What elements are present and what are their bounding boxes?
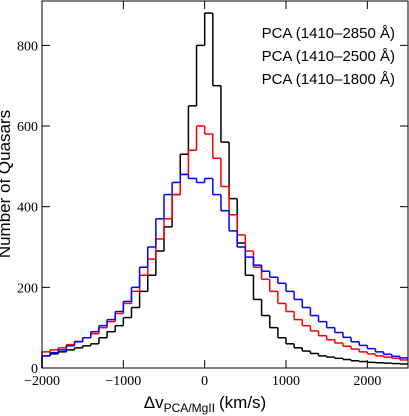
y-axis-label: Number of Quasars (0, 110, 14, 258)
y-tick-label: 800 (17, 39, 38, 54)
x-label-sub: PCA/MgII (164, 401, 215, 415)
plot-frame (41, 0, 409, 369)
x-tick-label: −2000 (24, 374, 60, 389)
legend-entry: PCA (1410–2850 Å) (262, 25, 395, 42)
y-tick-label: 200 (17, 281, 38, 296)
x-tick-label: −1000 (105, 374, 141, 389)
x-label-main: Δv (144, 393, 164, 412)
x-tick-label: 1000 (272, 374, 300, 389)
x-label-unit: (km/s) (219, 393, 266, 412)
x-axis-label: ΔvPCA/MgII (km/s) (144, 393, 266, 415)
y-tick-label: 0 (31, 362, 38, 377)
y-tick-label: 400 (17, 201, 38, 216)
legend-entry: PCA (1410–2500 Å) (262, 48, 395, 65)
legend-entry: PCA (1410–1800 Å) (262, 71, 395, 88)
x-tick-label: 2000 (353, 374, 381, 389)
y-tick-label: 600 (17, 120, 38, 135)
x-tick-label: 0 (201, 374, 208, 389)
